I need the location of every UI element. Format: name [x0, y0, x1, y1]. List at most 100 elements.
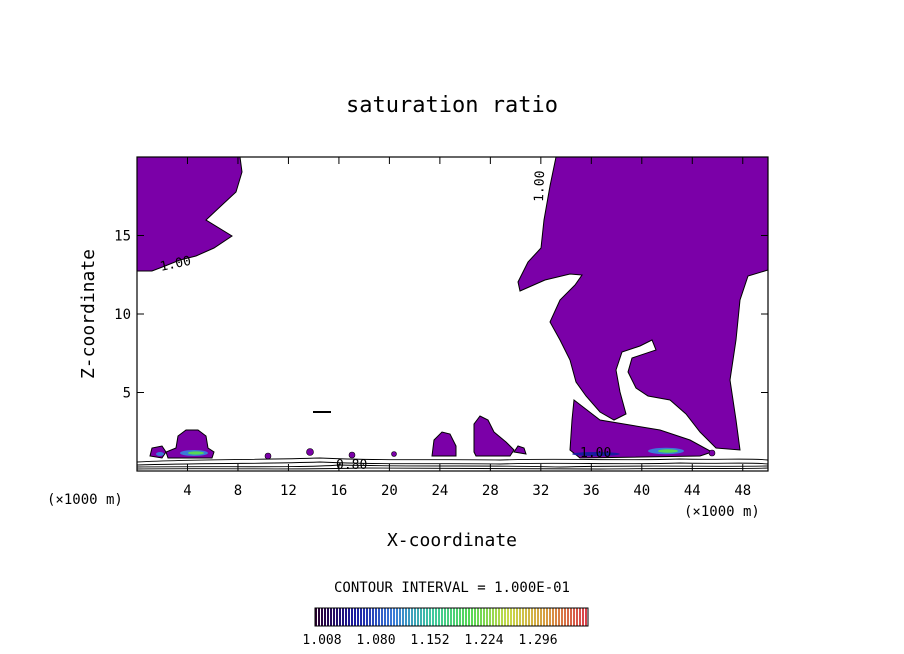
cloud-region-upper-left: [137, 157, 243, 272]
y-axis: 5 10 15: [114, 229, 768, 402]
colorbar-swatch: [402, 608, 404, 626]
colorbar-swatch: [474, 608, 476, 626]
colorbar-swatch: [354, 608, 356, 626]
small-cell: [348, 451, 356, 459]
colorbar-swatch: [453, 608, 455, 626]
colorbar-swatch: [507, 608, 509, 626]
colorbar-swatch: [315, 608, 317, 626]
y-axis-label: Z-coordinate: [78, 249, 99, 379]
colorbar-swatch: [318, 608, 320, 626]
contour-interval-label: CONTOUR INTERVAL = 1.000E-01: [334, 580, 570, 596]
colorbar-swatch: [345, 608, 347, 626]
cloud-region-right: [517, 157, 768, 451]
cloud-region-low-28km: [473, 415, 515, 457]
colorbar-swatch: [519, 608, 521, 626]
x-tick-label: 4: [183, 483, 191, 499]
colorbar-swatch: [417, 608, 419, 626]
colorbar-ticks: 1.008 1.080 1.152 1.224 1.296: [302, 633, 557, 648]
colorbar-swatch: [423, 608, 425, 626]
cloud-region-low-24km: [431, 431, 457, 457]
colorbar-swatch: [543, 608, 545, 626]
x-tick-label: 44: [684, 483, 701, 499]
colorbar-tick-label: 1.008: [302, 633, 341, 648]
colorbar-swatch: [420, 608, 422, 626]
y-tick-label: 10: [114, 307, 131, 323]
colorbar-swatch: [456, 608, 458, 626]
small-cell: [708, 449, 716, 457]
colorbar-swatch: [324, 608, 326, 626]
colorbar-swatch: [534, 608, 536, 626]
colorbar-swatch: [426, 608, 428, 626]
colorbar-swatch: [477, 608, 479, 626]
colorbar-swatch: [513, 608, 515, 626]
colorbar: [314, 607, 589, 627]
colorbar-swatch: [435, 608, 437, 626]
colorbar-swatch: [465, 608, 467, 626]
x-tick-label: 36: [583, 483, 600, 499]
colorbar-swatch: [471, 608, 473, 626]
colorbar-swatch: [330, 608, 332, 626]
colorbar-swatch: [483, 608, 485, 626]
contour-label: 1.00: [159, 254, 193, 275]
colorbar-swatch: [582, 608, 584, 626]
colorbar-swatch: [540, 608, 542, 626]
x-tick-label: 32: [532, 483, 549, 499]
x-axis: 4 8 12 16 20 24 28 32 36 40 44 48: [183, 157, 751, 499]
colorbar-swatch: [357, 608, 359, 626]
colorbar-swatch: [531, 608, 533, 626]
colorbar-swatch: [570, 608, 572, 626]
colorbar-tick-label: 1.224: [464, 633, 503, 648]
colorbar-swatch: [390, 608, 392, 626]
x-axis-label: X-coordinate: [387, 530, 517, 551]
colorbar-swatch: [555, 608, 557, 626]
high-ratio-spot-edge: [156, 452, 164, 456]
colorbar-swatch: [321, 608, 323, 626]
small-cell: [264, 452, 272, 460]
colorbar-swatch: [411, 608, 413, 626]
colorbar-frame: [314, 607, 589, 627]
colorbar-swatch: [360, 608, 362, 626]
colorbar-swatch: [489, 608, 491, 626]
colorbar-swatch: [408, 608, 410, 626]
colorbar-swatch: [549, 608, 551, 626]
colorbar-swatch: [348, 608, 350, 626]
colorbar-swatch: [333, 608, 335, 626]
x-tick-label: 20: [381, 483, 398, 499]
colorbar-swatch: [558, 608, 560, 626]
colorbar-swatch: [492, 608, 494, 626]
colorbar-swatch: [585, 608, 587, 626]
x-tick-label: 8: [234, 483, 242, 499]
colorbar-swatch: [351, 608, 353, 626]
colorbar-swatch: [564, 608, 566, 626]
colorbar-swatch: [339, 608, 341, 626]
x-tick-label: 24: [431, 483, 448, 499]
colorbar-swatch: [432, 608, 434, 626]
colorbar-swatch: [450, 608, 452, 626]
colorbar-tick-label: 1.296: [518, 633, 557, 648]
colorbar-swatch: [405, 608, 407, 626]
small-cell: [391, 451, 397, 457]
x-tick-label: 28: [482, 483, 499, 499]
colorbar-swatch: [528, 608, 530, 626]
x-tick-label: 12: [280, 483, 297, 499]
x-tick-label: 40: [633, 483, 650, 499]
colorbar-swatch: [576, 608, 578, 626]
high-ratio-spot-36km: [572, 452, 620, 456]
colorbar-swatch: [462, 608, 464, 626]
colorbar-swatch: [573, 608, 575, 626]
colorbar-swatch: [387, 608, 389, 626]
z-axis-unit: (×1000 m): [684, 504, 760, 520]
colorbar-swatch: [495, 608, 497, 626]
surface-contour-lines: [137, 457, 768, 470]
colorbar-swatch: [444, 608, 446, 626]
colorbar-swatch: [369, 608, 371, 626]
colorbar-swatch: [546, 608, 548, 626]
colorbar-swatch: [393, 608, 395, 626]
contour-label: 1.00: [580, 446, 611, 461]
colorbar-swatch: [366, 608, 368, 626]
small-cell: [306, 448, 314, 456]
cloud-region-low-30km: [513, 445, 527, 455]
colorbar-swatch: [561, 608, 563, 626]
y-tick-label: 15: [114, 229, 131, 245]
